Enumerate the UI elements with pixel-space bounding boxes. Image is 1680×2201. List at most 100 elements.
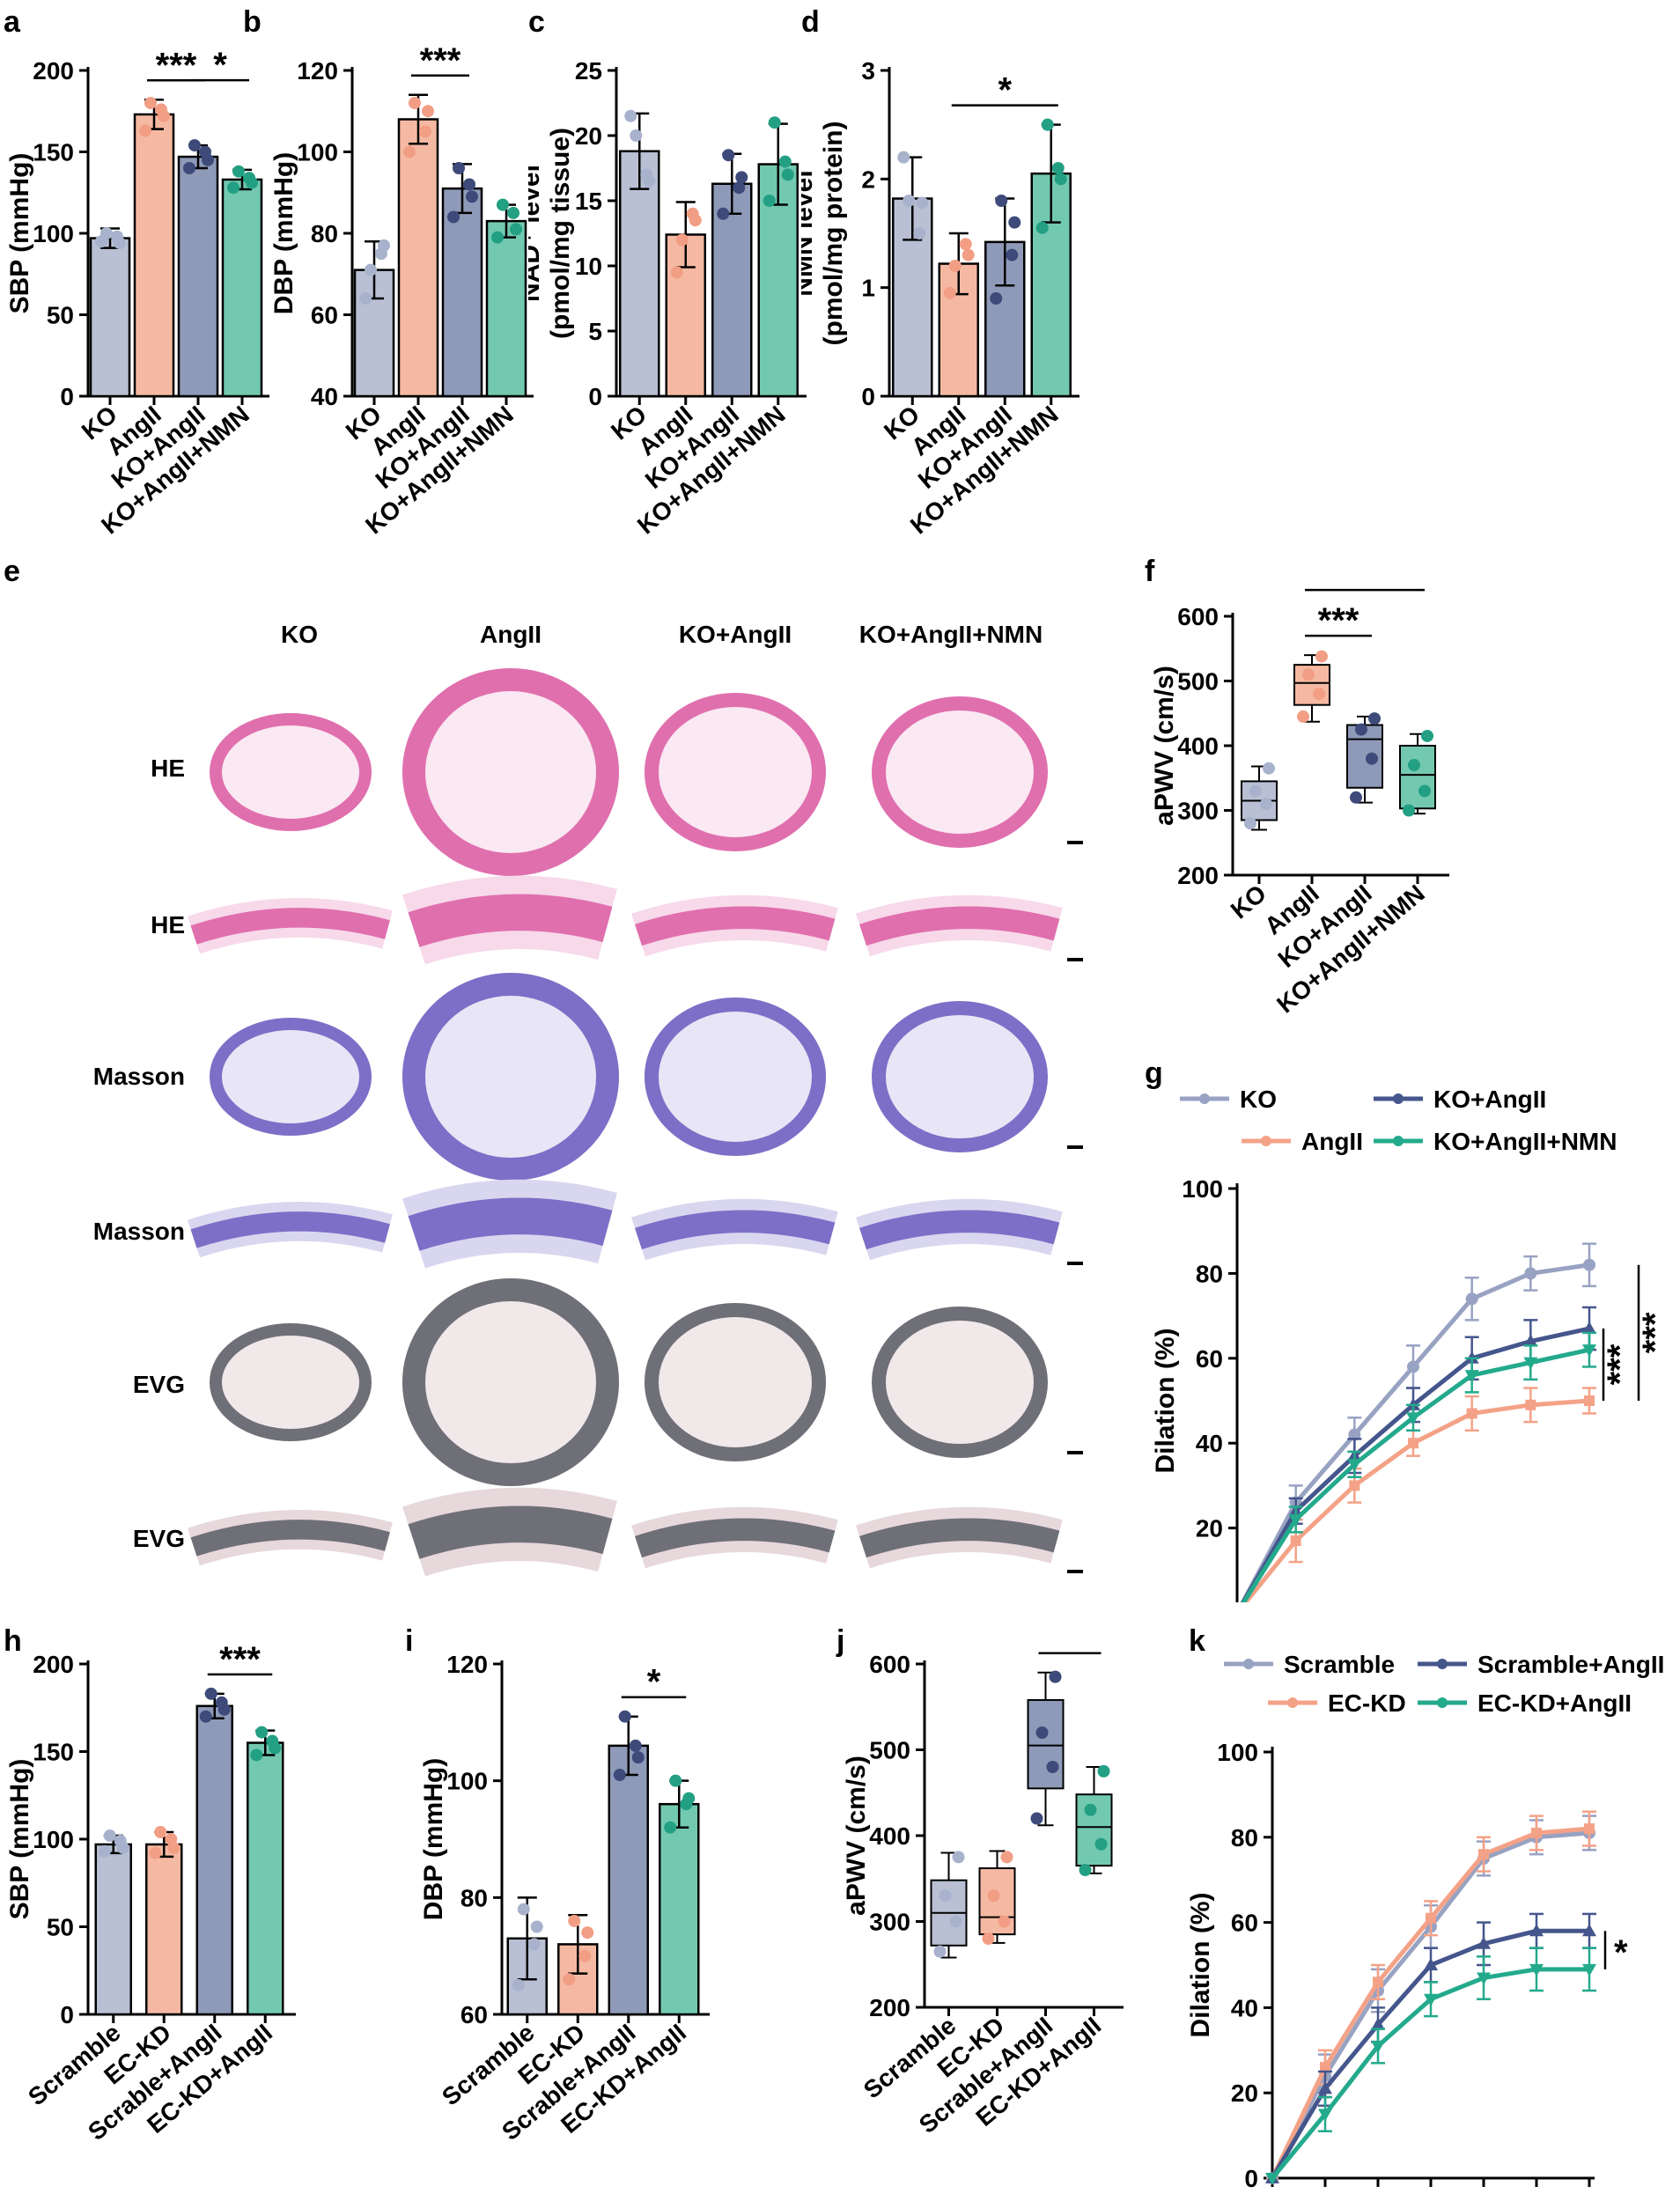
data-point: [1054, 173, 1067, 186]
data-point: [959, 238, 972, 251]
y-tick-label: 120: [297, 57, 338, 85]
data-point: [1424, 1958, 1438, 1970]
data-point: [1320, 2062, 1330, 2073]
data-point: [199, 1710, 212, 1723]
data-point: [204, 1687, 217, 1700]
data-point: [763, 195, 776, 207]
vessel-adventitia: [402, 1278, 619, 1486]
vessel-wall-detail: [635, 1518, 836, 1558]
vessel-cross-section: [645, 1303, 826, 1461]
y-tick-label: 100: [446, 1768, 488, 1795]
data-point: [939, 1889, 952, 1903]
data-point: [269, 1741, 282, 1755]
significance-label: *: [647, 1663, 661, 1702]
histology-row-evg-2: EVG: [132, 1525, 185, 1552]
data-point: [1582, 1924, 1596, 1937]
data-point: [689, 214, 702, 227]
box: [1399, 745, 1436, 810]
data-point: [359, 292, 372, 305]
y-tick-label: 60: [311, 302, 338, 329]
data-point: [987, 1889, 1000, 1903]
data-point: [1349, 1480, 1360, 1491]
data-point: [378, 239, 390, 252]
y-tick-label: 100: [297, 139, 338, 166]
data-point: [246, 176, 258, 189]
panel-letter-j: j: [836, 1624, 845, 1658]
data-point: [916, 196, 929, 210]
y-tick-label: 100: [1217, 1739, 1258, 1766]
vessel-cross-section: [645, 693, 826, 851]
y-tick-label: 100: [33, 220, 74, 247]
legend-label: KO+AngII+NMN: [1433, 1128, 1617, 1155]
data-point: [517, 1903, 530, 1916]
legend-label: EC-KD+AngII: [1477, 1689, 1632, 1717]
vessel-cross-section: [402, 973, 619, 1181]
data-point: [255, 1726, 269, 1739]
panel-letter-i: i: [405, 1624, 414, 1658]
legend-label: AngII: [1301, 1128, 1363, 1155]
data-point: [1584, 1395, 1595, 1406]
data-point: [1421, 729, 1433, 742]
panel-letter-d: d: [801, 5, 820, 39]
significance-label: ***: [1601, 1343, 1639, 1385]
y-tick-label: 80: [461, 1884, 488, 1911]
data-point: [1097, 1764, 1110, 1778]
vessel-adventitia: [210, 1018, 372, 1136]
data-point: [903, 195, 916, 207]
histology-row-masson-1: Masson: [92, 1063, 185, 1090]
y-tick-label: 50: [47, 1914, 74, 1941]
data-point: [670, 266, 683, 279]
data-point: [933, 1945, 947, 1958]
data-point: [948, 260, 962, 272]
data-point: [1368, 712, 1381, 725]
data-point: [1529, 1924, 1544, 1937]
panel-letter-a: a: [4, 5, 20, 39]
vessel-cross-section: [210, 1018, 372, 1136]
data-point: [1371, 2040, 1385, 2053]
legend-label: Scramble: [1284, 1651, 1395, 1678]
legend-marker: [1393, 1136, 1404, 1146]
data-point: [1465, 1292, 1478, 1306]
data-point: [463, 178, 475, 191]
data-point: [1582, 1321, 1596, 1335]
data-point: [409, 97, 421, 109]
legend-marker: [1261, 1136, 1271, 1146]
data-point: [733, 181, 746, 195]
y-axis-label: SBP (mmHg): [5, 153, 34, 314]
bar: [89, 237, 131, 398]
y-axis-label-line: (pmol/mg protein): [819, 121, 848, 346]
data-point: [717, 207, 730, 220]
vessel-wall-detail: [859, 1210, 1060, 1250]
y-tick-label: 200: [869, 1994, 910, 2021]
data-point: [1583, 1258, 1595, 1271]
data-point: [419, 125, 431, 138]
data-point: [491, 231, 504, 244]
data-point: [1477, 1972, 1491, 1985]
data-point: [913, 227, 926, 239]
y-tick-label: 80: [1196, 1260, 1223, 1287]
data-point: [144, 97, 157, 109]
data-point: [998, 1915, 1011, 1928]
significance-label: ***: [1318, 601, 1359, 640]
bar: [195, 1704, 233, 2016]
data-point: [563, 1973, 576, 1986]
data-point: [1315, 650, 1328, 663]
vessel-wall-detail: [190, 1211, 390, 1248]
y-tick-label: 80: [311, 220, 338, 247]
y-tick-label: 120: [446, 1651, 488, 1678]
legend-label: EC-KD: [1328, 1689, 1406, 1717]
data-point: [1290, 1535, 1301, 1547]
y-tick-label: 200: [1177, 862, 1219, 889]
y-tick-label: 60: [461, 2001, 488, 2028]
data-point: [167, 1841, 181, 1854]
data-point: [613, 1769, 626, 1782]
significance-label: ***: [420, 41, 461, 80]
legend-label: Scramble+AngII: [1477, 1651, 1664, 1678]
data-point: [227, 181, 239, 195]
bar: [608, 1744, 649, 2016]
bar: [133, 113, 175, 398]
